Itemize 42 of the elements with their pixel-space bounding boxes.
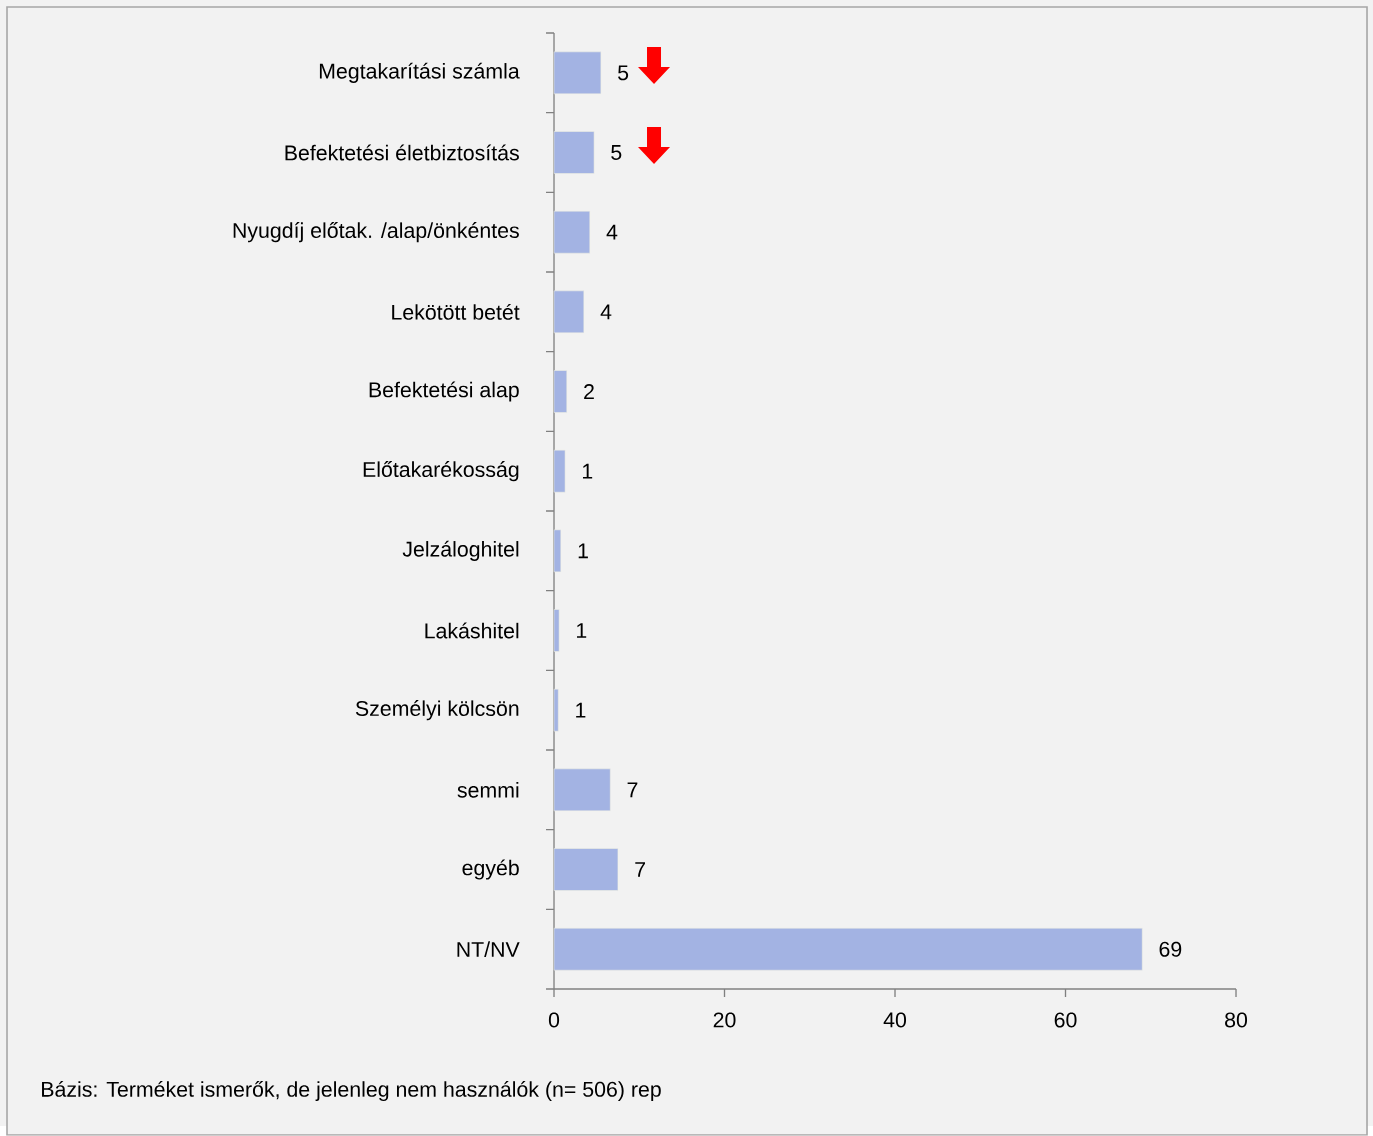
data-label: 4 [606,224,618,240]
data-label: 2 [584,384,594,400]
data-label: 1 [577,623,587,638]
data-label: 4 [600,304,612,320]
data-label: 5 [611,145,622,161]
y-tick-label: NT/NV [457,941,520,958]
y-tick-label: Lekötött betét [392,303,520,320]
x-tick-label: 40 [883,1012,907,1028]
x-tick-label: 0 [548,1012,560,1028]
y-tick-label: Jelzáloghitel [402,540,519,562]
text: Bázis: Terméket ismerők, de jelenleg nem használók (n= 506) rep [42,1081,661,1102]
data-label: 1 [578,543,588,559]
bar [553,450,566,493]
bar [553,768,611,812]
bar [553,689,559,732]
data-label: 5 [618,65,629,81]
data-label: 7 [635,862,645,877]
x-tick-label: 80 [1225,1012,1248,1028]
y-tick-label: Nyugdíj előtak. /alap/önkéntes [233,222,519,243]
y-tick-label: Személyi kölcsön [355,700,519,721]
y-tick-label: semmi [457,782,519,798]
bar [553,131,595,174]
bar [553,370,568,413]
bar [553,609,560,652]
data-label: 1 [582,463,593,479]
y-tick-label: Befektetési életbiztosítás [285,144,519,161]
y-tick-label: Lakáshitel [425,622,519,639]
bar [553,51,602,95]
data-label: 7 [627,782,638,798]
bar [553,848,619,891]
y-tick-label: Előtakarékosság [363,461,519,482]
y-tick-label: Befektetési alap [369,381,519,402]
bar [553,211,591,254]
x-tick-label: 60 [1054,1012,1077,1028]
bar [553,290,585,334]
y-tick-label: egyéb [462,859,519,880]
bar [553,928,1143,971]
y-tick-label: Megtakarítási számla [319,62,520,84]
data-label: 69 [1159,941,1182,957]
x-tick-label: 20 [713,1012,736,1028]
data-label: 1 [576,702,586,718]
bar [553,529,562,573]
